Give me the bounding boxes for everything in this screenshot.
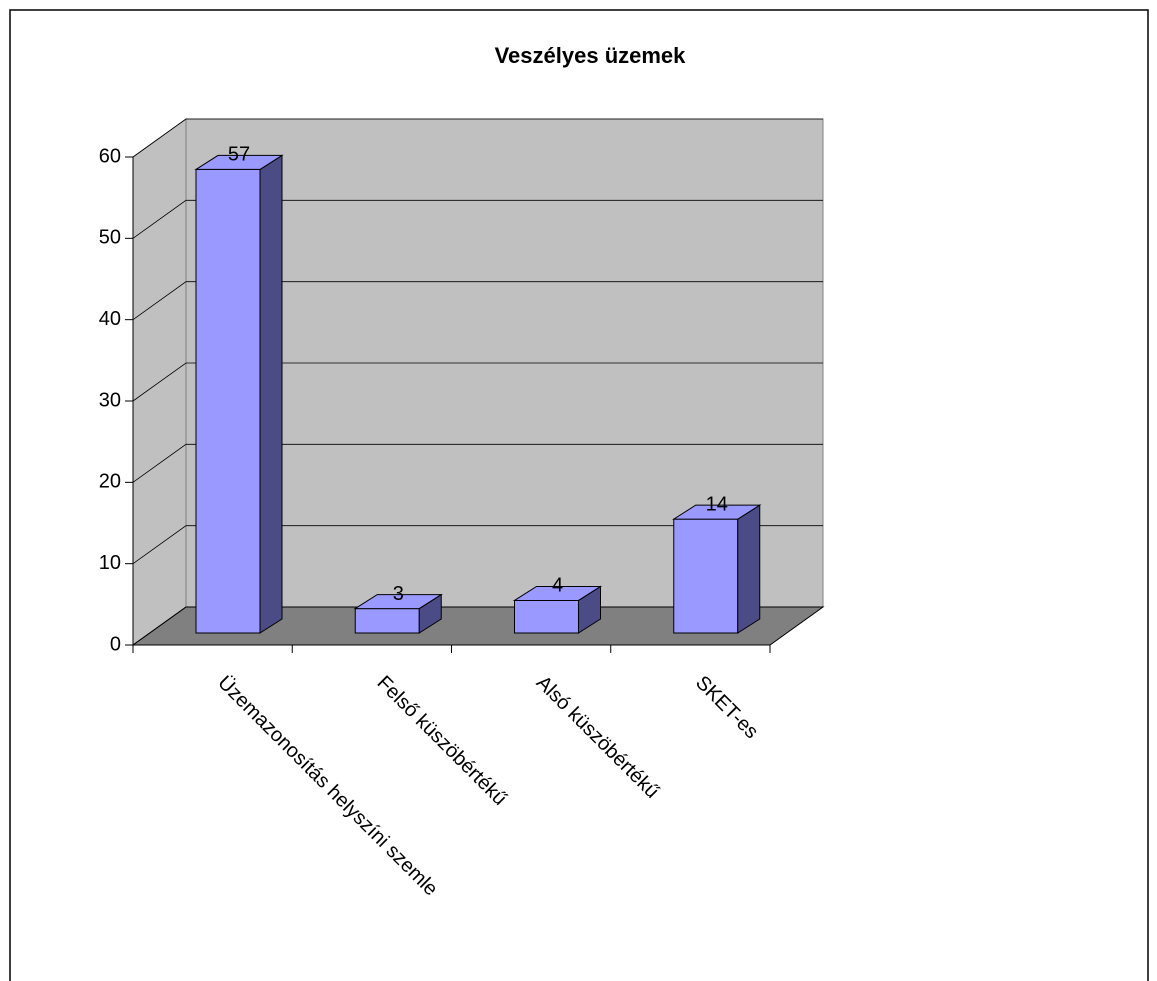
bar-top (194, 154, 284, 170)
y-tick-label: 10 (99, 552, 121, 574)
x-tick-label: Felső küszöbértékű (373, 672, 511, 810)
bar-front (514, 599, 579, 634)
y-tick-label: 60 (99, 145, 121, 167)
y-tick-label: 0 (110, 633, 121, 655)
bar (353, 593, 443, 634)
value-label: 3 (393, 583, 404, 605)
y-tick-label: 40 (99, 308, 121, 330)
bar-top (353, 594, 443, 610)
grid-line (132, 281, 823, 320)
bar-front (354, 608, 420, 634)
bar-top (512, 585, 603, 601)
grid-line (132, 443, 823, 483)
chart-title: Veszélyes üzemek (495, 43, 687, 68)
value-label: 57 (228, 144, 250, 166)
bar-top (672, 504, 762, 520)
bar-front (673, 518, 739, 634)
x-tick-label: SKET-es (691, 672, 762, 743)
y-tick-label: 20 (99, 471, 121, 493)
value-label: 14 (706, 493, 728, 515)
x-tick-label: Alsó küszöbértékű (532, 672, 663, 803)
grid-line (132, 199, 823, 239)
bar (512, 585, 603, 634)
grid-line (132, 362, 823, 402)
grid-line (132, 606, 823, 646)
y-tick-label: 30 (99, 389, 121, 411)
bar-front (195, 168, 261, 634)
bar-side (259, 154, 283, 634)
bar-side (737, 504, 761, 634)
y-tick-label: 50 (99, 227, 121, 249)
value-label: 4 (552, 575, 563, 597)
grid-line (132, 525, 823, 564)
bar (672, 504, 762, 634)
grid-line (132, 118, 823, 158)
bar (194, 154, 284, 634)
chart-border (9, 9, 1149, 981)
